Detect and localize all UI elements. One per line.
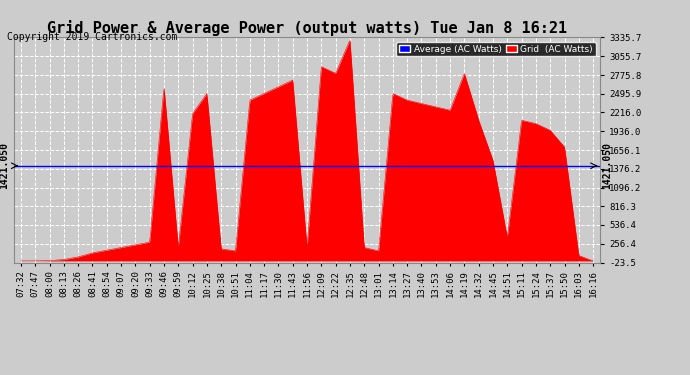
Legend: Average (AC Watts), Grid  (AC Watts): Average (AC Watts), Grid (AC Watts)	[397, 42, 595, 56]
Text: Copyright 2019 Cartronics.com: Copyright 2019 Cartronics.com	[7, 32, 177, 42]
Text: 1421.050: 1421.050	[602, 142, 613, 189]
Text: 1421.050: 1421.050	[0, 142, 10, 189]
Title: Grid Power & Average Power (output watts) Tue Jan 8 16:21: Grid Power & Average Power (output watts…	[47, 20, 567, 36]
